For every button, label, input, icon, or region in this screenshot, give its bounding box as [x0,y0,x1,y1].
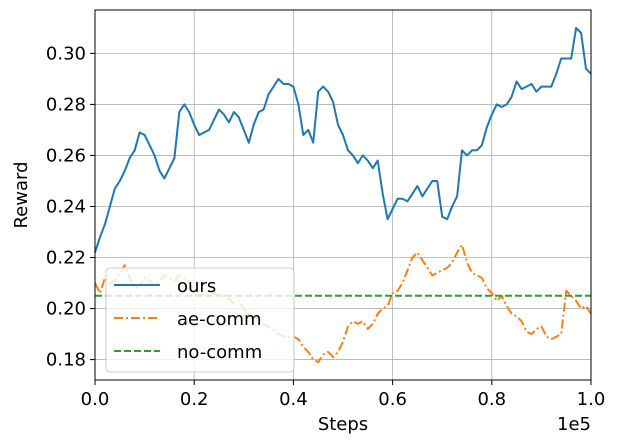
legend-label-ae-comm: ae-comm [177,309,262,330]
x-tick-label: 1.0 [577,389,606,410]
legend-box [105,267,295,373]
x-tick-label: 0.6 [378,389,407,410]
legend: ours ae-comm no-comm [105,267,295,373]
x-axis-offset-label: 1e5 [557,414,591,435]
x-tick-label: 0.4 [279,389,308,410]
y-tick-label: 0.24 [46,196,86,217]
plot-frame [94,9,592,381]
y-tick-label: 0.18 [46,350,86,371]
x-axis-title: Steps [318,414,368,435]
y-tick-label: 0.22 [46,248,86,269]
y-tick-label: 0.28 [46,94,86,115]
y-axis-title: Reward [11,161,32,228]
legend-items: ours ae-comm no-comm [114,276,262,363]
y-tick-label: 0.26 [46,145,86,166]
y-tick-label: 0.30 [46,43,86,64]
x-tick-label: 0.2 [180,389,209,410]
legend-label-ours: ours [177,276,216,297]
axis-ticks: 0.0 0.2 0.4 0.6 0.8 1.0 0.18 0.20 0.22 0.24 0.26 0.… [46,43,605,410]
y-tick-label: 0.20 [46,299,86,320]
x-tick-label: 0.0 [81,389,110,410]
x-tick-label: 0.8 [477,389,506,410]
legend-label-no-comm: no-comm [177,342,262,363]
series-line-ours [94,26,592,253]
